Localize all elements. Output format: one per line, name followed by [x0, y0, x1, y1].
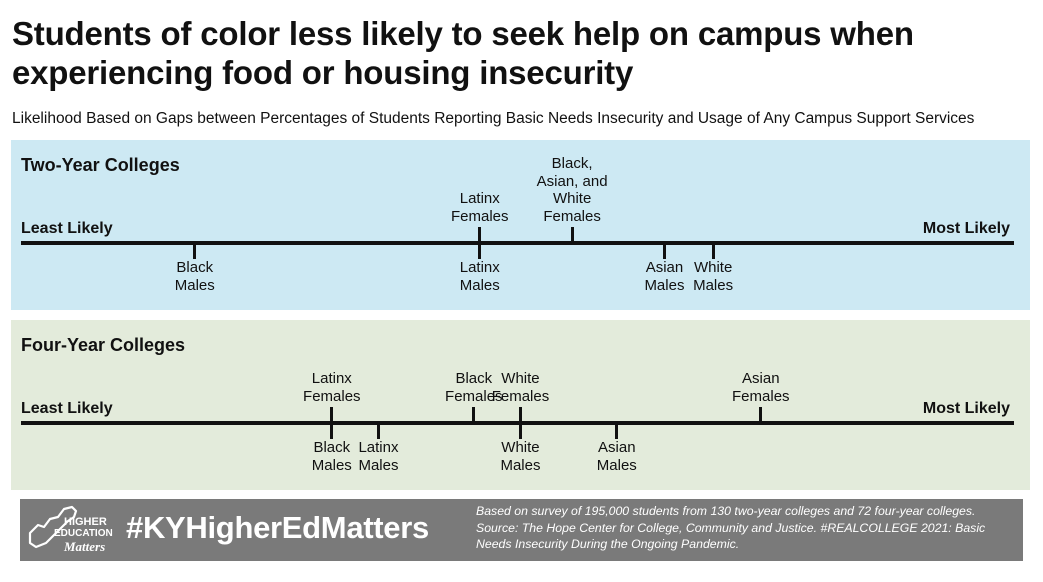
chart-title: Students of color less likely to seek he… [12, 15, 914, 91]
panel-four-year: Four-Year Colleges Least Likely Most Lik… [11, 320, 1030, 490]
tick-mark [711, 243, 715, 259]
most-likely-label: Most Likely [922, 220, 1010, 237]
panel-title: Four-Year Colleges [21, 335, 186, 355]
group-label: Asian Females [732, 370, 790, 405]
logo-line: EDUCATION [54, 528, 113, 539]
panel-two-year: Two-Year Colleges Least Likely Most Like… [11, 140, 1030, 310]
source-note: Based on survey of 195,000 students from… [476, 504, 986, 551]
tick-mark [518, 423, 522, 439]
panel-title: Two-Year Colleges [21, 155, 180, 175]
tick-mark [478, 243, 482, 259]
least-likely-label: Least Likely [21, 400, 113, 417]
kentucky-state-icon [28, 505, 78, 549]
chart-subtitle: Likelihood Based on Gaps between Percent… [12, 110, 975, 127]
tick-mark [759, 407, 763, 423]
group-label: Black Females [445, 370, 503, 405]
tick-mark [376, 423, 380, 439]
group-label: Asian Males [596, 439, 637, 474]
hashtag: #KYHigherEdMatters [126, 510, 429, 545]
tick-mark [615, 423, 619, 439]
group-label: Latinx Males [358, 439, 399, 474]
tick-mark [193, 243, 197, 259]
group-label: Latinx Females [451, 190, 509, 225]
group-label: Black Males [174, 259, 215, 294]
likelihood-axis [21, 421, 1014, 425]
group-label: Latinx Males [459, 259, 500, 294]
tick-mark [570, 227, 574, 243]
tick-mark [330, 407, 334, 423]
group-label: White Males [693, 259, 734, 294]
footer-bar: HIGHER EDUCATION Matters #KYHigherEdMatt… [20, 499, 1023, 561]
tick-mark [662, 243, 666, 259]
logo-line: HIGHER [64, 516, 107, 528]
group-label: White Males [500, 439, 541, 474]
tick-mark [518, 407, 522, 423]
group-label: Black, Asian, and White Females [536, 155, 608, 225]
tick-mark [330, 423, 334, 439]
least-likely-label: Least Likely [21, 220, 113, 237]
logo-line: Matters [64, 539, 106, 554]
tick-mark [478, 227, 482, 243]
most-likely-label: Most Likely [922, 400, 1010, 417]
higher-education-matters-logo: HIGHER EDUCATION Matters [24, 503, 124, 557]
group-label: Latinx Females [303, 370, 361, 405]
tick-mark [472, 407, 476, 423]
likelihood-axis [21, 241, 1014, 245]
group-label: Asian Males [644, 259, 685, 294]
group-label: Black Males [311, 439, 352, 474]
group-label: White Females [491, 370, 550, 405]
